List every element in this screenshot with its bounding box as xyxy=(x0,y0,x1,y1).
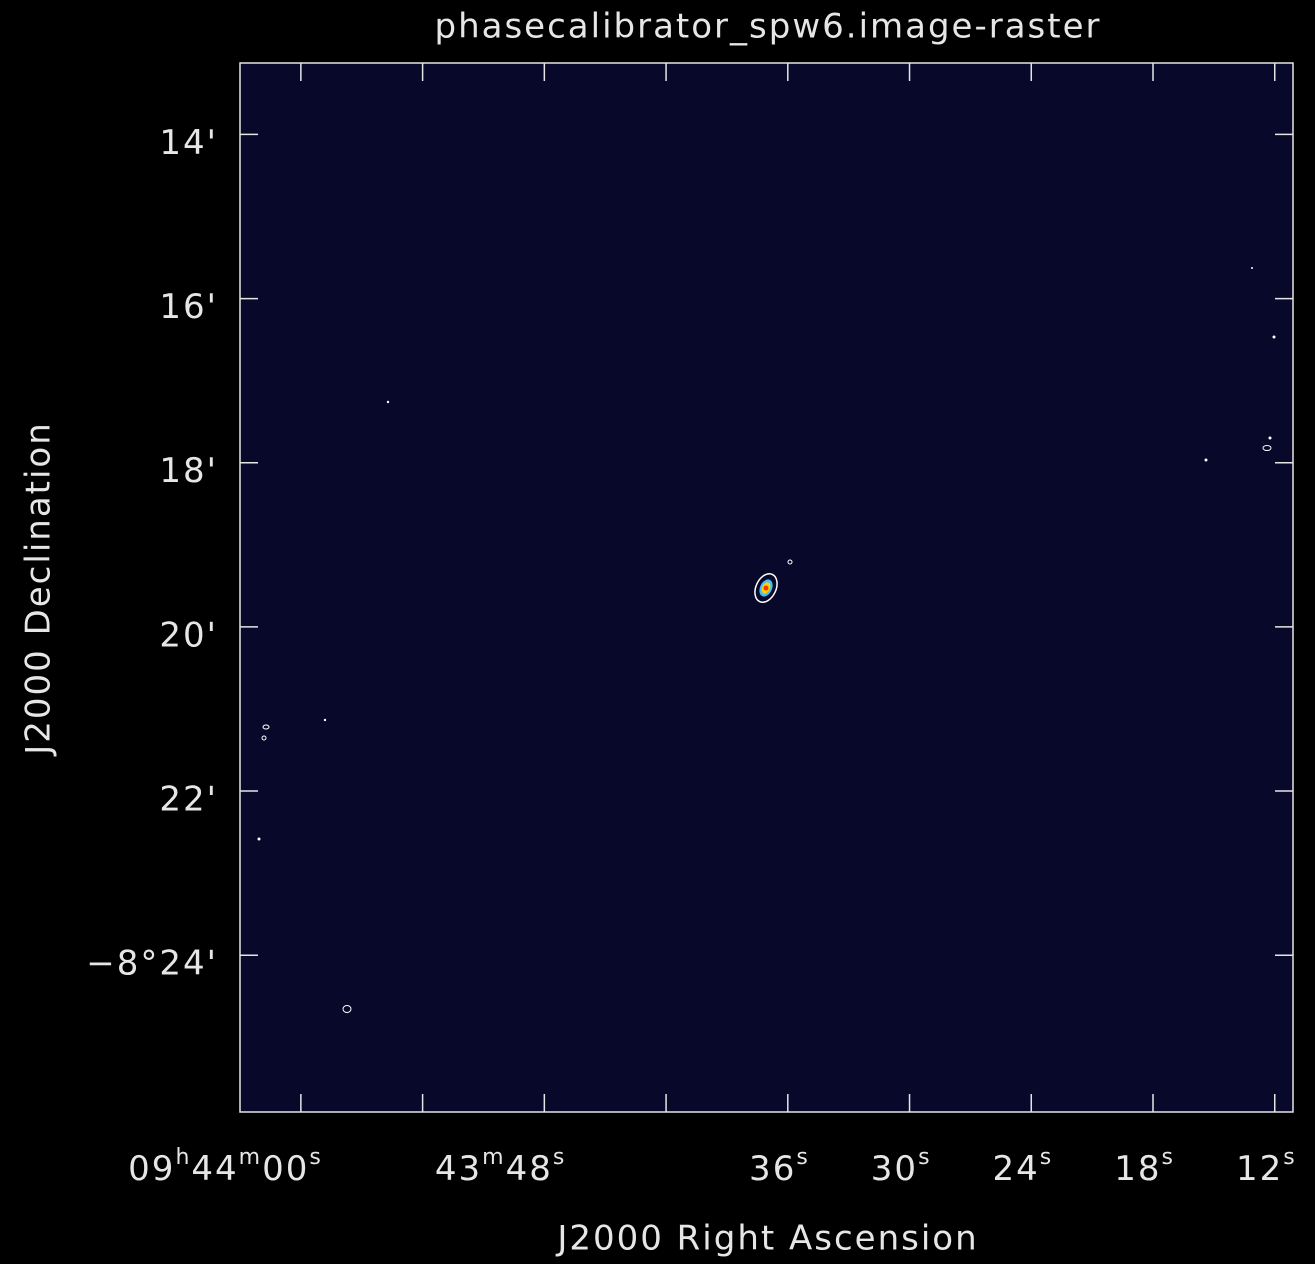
chart: phasecalibrator_spw6.image-raster J2000 … xyxy=(0,0,1315,1264)
x-tick-label: 30s xyxy=(871,1145,932,1189)
source-peak xyxy=(764,586,769,591)
y-tick-label: 18' xyxy=(159,451,218,491)
x-tick-label: 18s xyxy=(1114,1145,1175,1189)
x-tick-label: 36s xyxy=(749,1145,810,1189)
contour xyxy=(258,838,261,841)
y-tick-label: 16' xyxy=(159,287,218,327)
contour xyxy=(324,719,326,721)
contour xyxy=(387,401,389,403)
x-tick-label: 09h44m00s xyxy=(128,1145,323,1189)
x-tick-label: 24s xyxy=(993,1145,1054,1189)
contour xyxy=(1269,437,1272,440)
chart-title: phasecalibrator_spw6.image-raster xyxy=(435,7,1102,47)
y-tick-label: 20' xyxy=(159,615,218,655)
y-axis-label: J2000 Declination xyxy=(19,421,59,757)
contour xyxy=(1205,459,1208,462)
x-tick-label: 43m48s xyxy=(435,1145,566,1189)
y-tick-label: 14' xyxy=(159,123,218,163)
x-tick-label: 12s xyxy=(1236,1145,1297,1189)
x-axis-label: J2000 Right Ascension xyxy=(555,1219,978,1259)
y-tick-label: 22' xyxy=(159,780,218,820)
contour xyxy=(1273,336,1276,339)
y-tick-label: −8°24' xyxy=(86,944,218,984)
contour xyxy=(1251,267,1253,269)
